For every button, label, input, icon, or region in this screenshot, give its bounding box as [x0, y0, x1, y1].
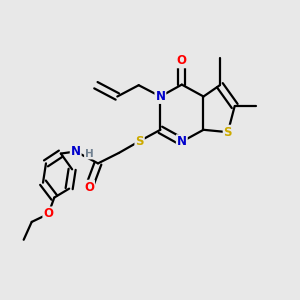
- Text: N: N: [177, 135, 187, 148]
- Text: O: O: [43, 207, 53, 220]
- Text: S: S: [224, 126, 232, 139]
- Text: S: S: [135, 135, 144, 148]
- Text: N: N: [71, 145, 81, 158]
- Text: H: H: [85, 149, 93, 159]
- Text: N: N: [155, 90, 165, 103]
- Text: O: O: [177, 54, 187, 67]
- Text: O: O: [84, 181, 94, 194]
